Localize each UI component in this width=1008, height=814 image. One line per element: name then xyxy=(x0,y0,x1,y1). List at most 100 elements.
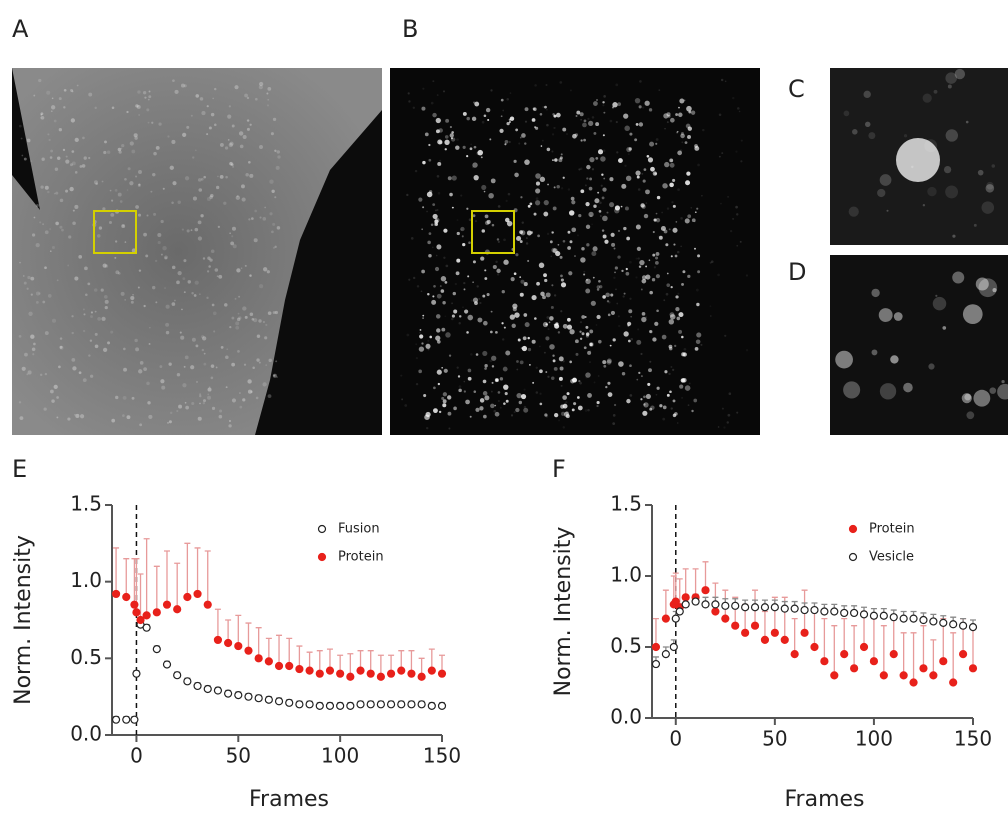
speckle xyxy=(172,181,177,186)
speckle xyxy=(627,324,630,327)
speckle xyxy=(432,203,436,207)
speckle xyxy=(259,81,264,87)
speckle xyxy=(479,406,484,411)
y-tick-label: 0.0 xyxy=(610,705,642,729)
speckle xyxy=(578,379,581,383)
speckle xyxy=(567,324,573,330)
data-point xyxy=(741,628,750,637)
speckle xyxy=(615,288,617,291)
speckle xyxy=(115,270,120,275)
speckle xyxy=(560,278,564,282)
x-tick-label: 100 xyxy=(321,744,359,768)
legend-label: Vesicle xyxy=(869,550,914,565)
speckle xyxy=(228,105,231,108)
data-point xyxy=(701,600,710,609)
speckle xyxy=(582,122,587,128)
speckle xyxy=(462,111,467,116)
speckle xyxy=(50,149,54,153)
data-point xyxy=(295,700,304,709)
speckle xyxy=(241,197,246,202)
speckle xyxy=(72,221,76,226)
speckle xyxy=(444,148,447,151)
speckle xyxy=(531,339,536,344)
speckle xyxy=(893,312,903,321)
speckle xyxy=(463,288,466,291)
speckle xyxy=(437,161,442,166)
speckle xyxy=(695,339,701,345)
speckle xyxy=(655,252,660,256)
speckle xyxy=(852,129,858,135)
y-tick-label: 0.5 xyxy=(610,634,642,658)
speckle xyxy=(212,311,217,316)
error-bar xyxy=(791,617,798,655)
speckle xyxy=(207,256,211,260)
speckle xyxy=(728,392,732,396)
speckle xyxy=(552,206,557,211)
roi-box xyxy=(93,210,137,254)
speckle xyxy=(87,282,91,286)
speckle xyxy=(903,134,908,138)
speckle xyxy=(110,212,115,217)
speckle xyxy=(655,138,659,141)
error-bar xyxy=(164,550,170,605)
speckle xyxy=(224,146,229,150)
speckle xyxy=(444,135,449,139)
error-bar xyxy=(184,542,191,597)
speckle xyxy=(543,200,549,206)
speckle xyxy=(174,299,176,302)
speckle xyxy=(147,98,150,101)
speckle xyxy=(93,180,98,185)
data-point xyxy=(386,669,396,678)
speckle xyxy=(736,244,739,247)
speckle xyxy=(583,270,586,273)
speckle xyxy=(560,153,563,156)
speckle xyxy=(599,285,603,289)
speckle xyxy=(491,223,495,227)
data-point xyxy=(130,715,139,724)
data-point xyxy=(427,701,436,710)
speckle xyxy=(177,200,181,204)
speckle xyxy=(490,403,495,409)
speckle xyxy=(172,79,175,83)
speckle xyxy=(42,223,45,226)
speckle xyxy=(539,392,542,395)
speckle xyxy=(675,221,678,223)
speckle xyxy=(74,171,78,174)
speckle xyxy=(609,344,612,347)
speckle xyxy=(973,389,991,407)
data-point xyxy=(386,700,396,709)
speckle xyxy=(436,244,442,250)
speckle xyxy=(138,114,140,116)
speckle xyxy=(503,384,509,390)
speckle xyxy=(531,118,536,122)
speckle xyxy=(464,309,469,314)
error-bar xyxy=(662,589,669,619)
speckle xyxy=(510,414,514,417)
speckle xyxy=(671,201,674,204)
speckle xyxy=(246,127,250,131)
speckle xyxy=(131,248,137,253)
speckle xyxy=(44,230,49,235)
speckle xyxy=(735,205,738,209)
speckle xyxy=(129,141,134,146)
data-point xyxy=(417,700,426,709)
speckle xyxy=(520,393,527,400)
speckle xyxy=(489,359,493,363)
data-point xyxy=(437,701,447,710)
speckle xyxy=(236,195,239,198)
speckle xyxy=(258,361,261,364)
speckle xyxy=(157,240,161,245)
speckle xyxy=(96,234,101,238)
speckle xyxy=(672,368,675,371)
speckle xyxy=(440,294,442,297)
speckle xyxy=(890,355,899,364)
speckle xyxy=(617,315,620,318)
speckle xyxy=(585,332,590,336)
speckle xyxy=(121,144,125,148)
speckle xyxy=(267,311,272,315)
speckle xyxy=(71,358,76,362)
speckle xyxy=(427,240,431,245)
speckle xyxy=(520,196,523,199)
spot xyxy=(896,138,940,182)
speckle xyxy=(618,158,623,164)
